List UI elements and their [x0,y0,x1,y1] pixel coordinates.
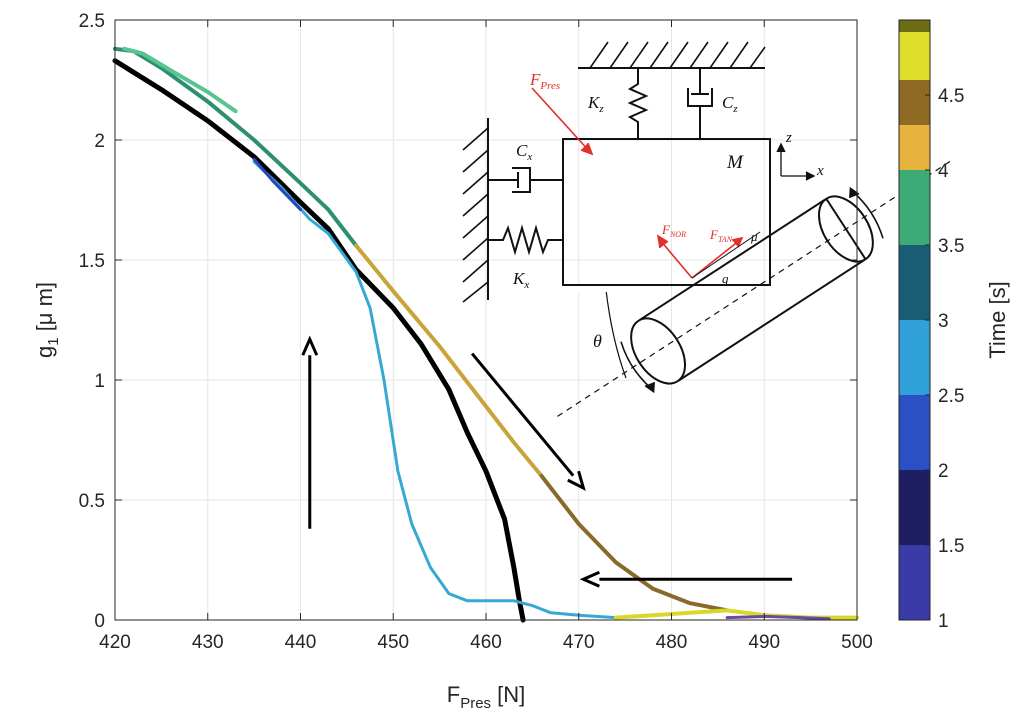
f-pres-label: FPres [529,70,560,92]
colorbar-tick-label: 1 [938,611,949,632]
f-tan-label: FTAN [709,227,733,244]
coordinate-axes [776,142,816,181]
colorbar [899,20,930,620]
colorbar-tick-label: 4.5 [938,86,964,107]
kz-label: Kz [587,93,604,115]
top-wall-hatching [589,41,766,69]
arrow-shaft-1 [470,352,575,477]
mu-label: μ [750,229,758,244]
colorbar-label: Time [s] [985,281,1010,358]
y-tick-label: 0 [94,611,105,632]
series-line-3 [113,46,359,248]
g-marker [691,231,761,279]
x-tick-label: 490 [748,632,780,653]
kz-spring [627,68,649,139]
colorbar-tick-label: 2 [938,461,949,482]
colorbar-tick-label: 2.5 [938,386,964,407]
roller-cylinder [557,159,952,417]
left-wall-hatching [462,127,489,303]
colorbar-segment-2 [899,395,930,470]
series-line-4 [122,46,238,114]
f-nor-label: FNOR [661,222,686,239]
x-tick-label: 430 [192,632,224,653]
y-tick-label: 1.5 [79,251,105,272]
direction-arrows [301,335,793,588]
kx-spring [488,224,563,256]
g-label: g [722,271,729,286]
grid-lines [114,19,858,621]
theta-label: θ [593,331,602,351]
y-tick-label: 0.5 [79,491,105,512]
z-axis-label: z [785,130,792,146]
colorbar-segment-3 [899,320,930,395]
inset-diagram [462,41,952,417]
x-tick-label: 480 [656,632,688,653]
series-line-1 [252,160,618,620]
theta-arc [605,289,627,379]
cx-damper [488,167,563,193]
colorbar-segment-7 [899,80,930,125]
x-axis-ticks: 420 430 440 450 460 470 480 490 500 [99,20,873,653]
colorbar-segment-1 [899,470,930,545]
cz-damper [687,68,713,139]
cz-label: Cz [722,93,738,115]
colorbar-segment-0 [899,545,930,620]
cx-label: Cx [516,141,532,163]
x-tick-label: 450 [377,632,409,653]
series-line-2 [252,157,302,212]
colorbar-tick-label: 4 [938,161,949,182]
x-tick-label: 460 [470,632,502,653]
inset-labels: FPres Kz Cz Cx Kx M z x FNOR FTAN μ g θ [512,70,824,351]
x-axis-label: x [816,163,824,179]
colorbar-top-segment [899,20,930,32]
arrow-head-1 [567,470,586,491]
arrow-head-2 [579,570,600,588]
x-tick-label: 500 [841,632,873,653]
colorbar-ticks: 1 1.5 2 2.5 3 3.5 4 4.5 [925,86,964,632]
y-axis-label: g1 [μ m] [32,282,62,358]
y-tick-label: 2 [94,131,105,152]
x-tick-label: 420 [99,632,131,653]
colorbar-tick-label: 3.5 [938,236,964,257]
series-line-6 [539,474,730,613]
colorbar-tick-label: 3 [938,311,949,332]
colorbar-segment-5 [899,170,930,245]
series-line-0 [112,58,526,623]
colorbar-segment-6 [899,125,930,170]
y-tick-label: 1 [94,371,105,392]
x-tick-label: 470 [563,632,595,653]
series-line-5 [354,243,544,478]
contact-forces [531,87,744,279]
y-axis-ticks: 0 0.5 1 1.5 2 2.5 [79,11,857,632]
x-tick-label: 440 [285,632,317,653]
colorbar-tick-label: 1.5 [938,536,964,557]
arrow-head-0 [301,335,319,356]
x-axis-label: FPres [N] [447,682,526,712]
mass-label: M [726,152,744,173]
y-tick-label: 2.5 [79,11,105,32]
series-line-8 [725,614,831,621]
kx-label: Kx [512,269,529,291]
colorbar-segment-4 [899,245,930,320]
data-series [112,46,859,623]
